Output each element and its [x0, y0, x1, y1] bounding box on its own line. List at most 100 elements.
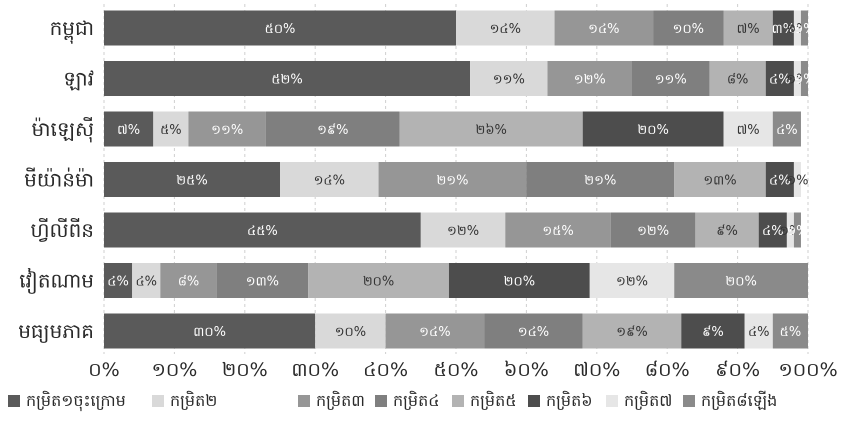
bar-value-label: ១៤%	[588, 22, 619, 37]
bar-segment	[265, 111, 400, 147]
bar-segment	[104, 10, 456, 46]
bar-segment	[484, 313, 583, 349]
bar-value-label: ១%	[786, 224, 808, 239]
bar-segment	[632, 61, 710, 96]
value-axis: ០% ១០% ២០% ៣០% ៤០% ៥០% ៦០% ៧០% ៨០% ៩០% ១០០%	[88, 359, 837, 381]
legend-label: កម្រិត៦	[546, 390, 593, 410]
bar-value-label: ១១%	[655, 73, 687, 88]
bar-segment	[772, 313, 808, 349]
category-label: វៀតណាម	[19, 268, 94, 295]
bar-value-label: ៤%	[769, 73, 791, 88]
x-tick-label: ៨០%	[645, 359, 690, 381]
bar-segment	[554, 10, 654, 46]
bar-value-label: ៧%	[117, 123, 140, 138]
bar-value-label: ៣០%	[193, 325, 226, 340]
x-tick-label: ៧០%	[573, 359, 620, 381]
legend-label: កម្រិត៤	[393, 390, 440, 410]
bar-segment	[104, 111, 154, 147]
bar-value-label: ១១%	[211, 123, 243, 138]
bar-value-label: ៧%	[737, 123, 760, 138]
bar-value-label: ១៩%	[616, 325, 647, 340]
bar-segment	[681, 313, 745, 349]
bar-value-label: ៧%	[737, 22, 760, 37]
bar-value-label: ២០%	[363, 275, 394, 290]
category-label: មធ្យមភាគ	[18, 319, 94, 343]
bar-segment	[216, 263, 309, 298]
bar-value-label: ១៥%	[542, 224, 573, 239]
bar-segment	[104, 61, 471, 96]
legend-swatch	[375, 395, 387, 407]
bar-segment	[786, 212, 794, 248]
legend-swatch	[452, 395, 464, 407]
legend-swatch	[528, 395, 540, 407]
category-label: ឡាវ	[63, 67, 94, 91]
legend-label: កម្រិត៣	[316, 390, 365, 410]
bar-segment	[582, 313, 682, 349]
bar-segment	[800, 61, 808, 96]
bar-segment	[793, 162, 801, 197]
bar-value-label: ៣%	[772, 22, 795, 37]
bar-segment	[744, 313, 773, 349]
legend-swatch	[8, 395, 20, 407]
bar-segment	[772, 111, 801, 147]
bar-segment	[526, 162, 675, 197]
bar-value-label: ១២%	[616, 275, 648, 290]
bar-segment	[315, 313, 386, 349]
legend-swatch	[298, 395, 310, 407]
category-axis: កម្ពុជាឡាវម៉ាឡេស៊ីមីយ៉ាន់ម៉ាហ្វីលីពីនវៀត…	[18, 16, 94, 343]
bar-segment	[104, 263, 133, 298]
legend-label: កម្រិត៥	[470, 390, 517, 410]
bar-segment	[505, 212, 611, 248]
x-tick-label: ៤០%	[363, 359, 408, 381]
bar-segment	[420, 212, 506, 248]
x-tick-label: ២០%	[222, 359, 268, 381]
bar-value-label: ៤%	[135, 275, 157, 290]
bar-value-label: ១០%	[673, 22, 704, 37]
bar-value-label: ៥០%	[265, 22, 296, 37]
bar-value-label: ៨%	[727, 73, 749, 88]
bar-value-label: ១២%	[637, 224, 669, 239]
bar-value-label: ២០%	[637, 123, 668, 138]
bar-value-label: ៤%	[769, 174, 791, 189]
bar-segment	[589, 263, 675, 298]
bar-segment	[470, 61, 548, 96]
bar-value-label: ១២%	[574, 73, 606, 88]
bar-segment	[800, 10, 808, 46]
x-tick-label: ៦០%	[504, 359, 549, 381]
bar-segment	[188, 111, 266, 147]
bar-value-label: ២០%	[725, 275, 756, 290]
x-tick-label: ១០%	[151, 359, 197, 381]
bar-value-label: ២៦%	[475, 123, 506, 138]
bar-value-label: ២៥%	[176, 174, 207, 189]
bar-value-label: ៥២%	[271, 73, 302, 88]
bar-value-label: ១០%	[335, 325, 366, 340]
bar-segment	[793, 61, 801, 96]
bar-segment	[758, 212, 787, 248]
bar-segment	[695, 212, 759, 248]
category-label: ម៉ាឡេស៊ី	[32, 116, 95, 143]
bar-value-label: ១៤%	[518, 325, 549, 340]
bar-value-label: ១៤%	[419, 325, 450, 340]
category-label: មីយ៉ាន់ម៉ា	[24, 167, 94, 192]
bar-value-label: ១%	[793, 73, 815, 88]
bar-segment	[547, 61, 632, 96]
legend-swatch	[152, 395, 164, 407]
bar-value-label: ១២%	[447, 224, 479, 239]
bar-value-label: ១៤%	[490, 22, 521, 37]
bar-value-label: ១៣%	[246, 275, 279, 290]
bar-segment	[385, 313, 485, 349]
bar-segment	[793, 10, 801, 46]
bar-segment	[280, 162, 379, 197]
bar-segment	[153, 111, 189, 147]
bar-segment	[674, 162, 766, 197]
bar-segment	[104, 162, 280, 197]
bar-segment	[765, 162, 794, 197]
bar-value-label: ៨%	[178, 275, 200, 290]
bar-value-label: ៤៥%	[247, 224, 278, 239]
bar-segment	[653, 10, 724, 46]
bar-value-label: ៩%	[716, 224, 738, 239]
category-label: ហ្វីលីពីន	[31, 217, 94, 242]
bar-value-label: ២០%	[504, 275, 535, 290]
bar-value-label: ៤%	[748, 325, 770, 340]
bar-segment	[308, 263, 449, 298]
